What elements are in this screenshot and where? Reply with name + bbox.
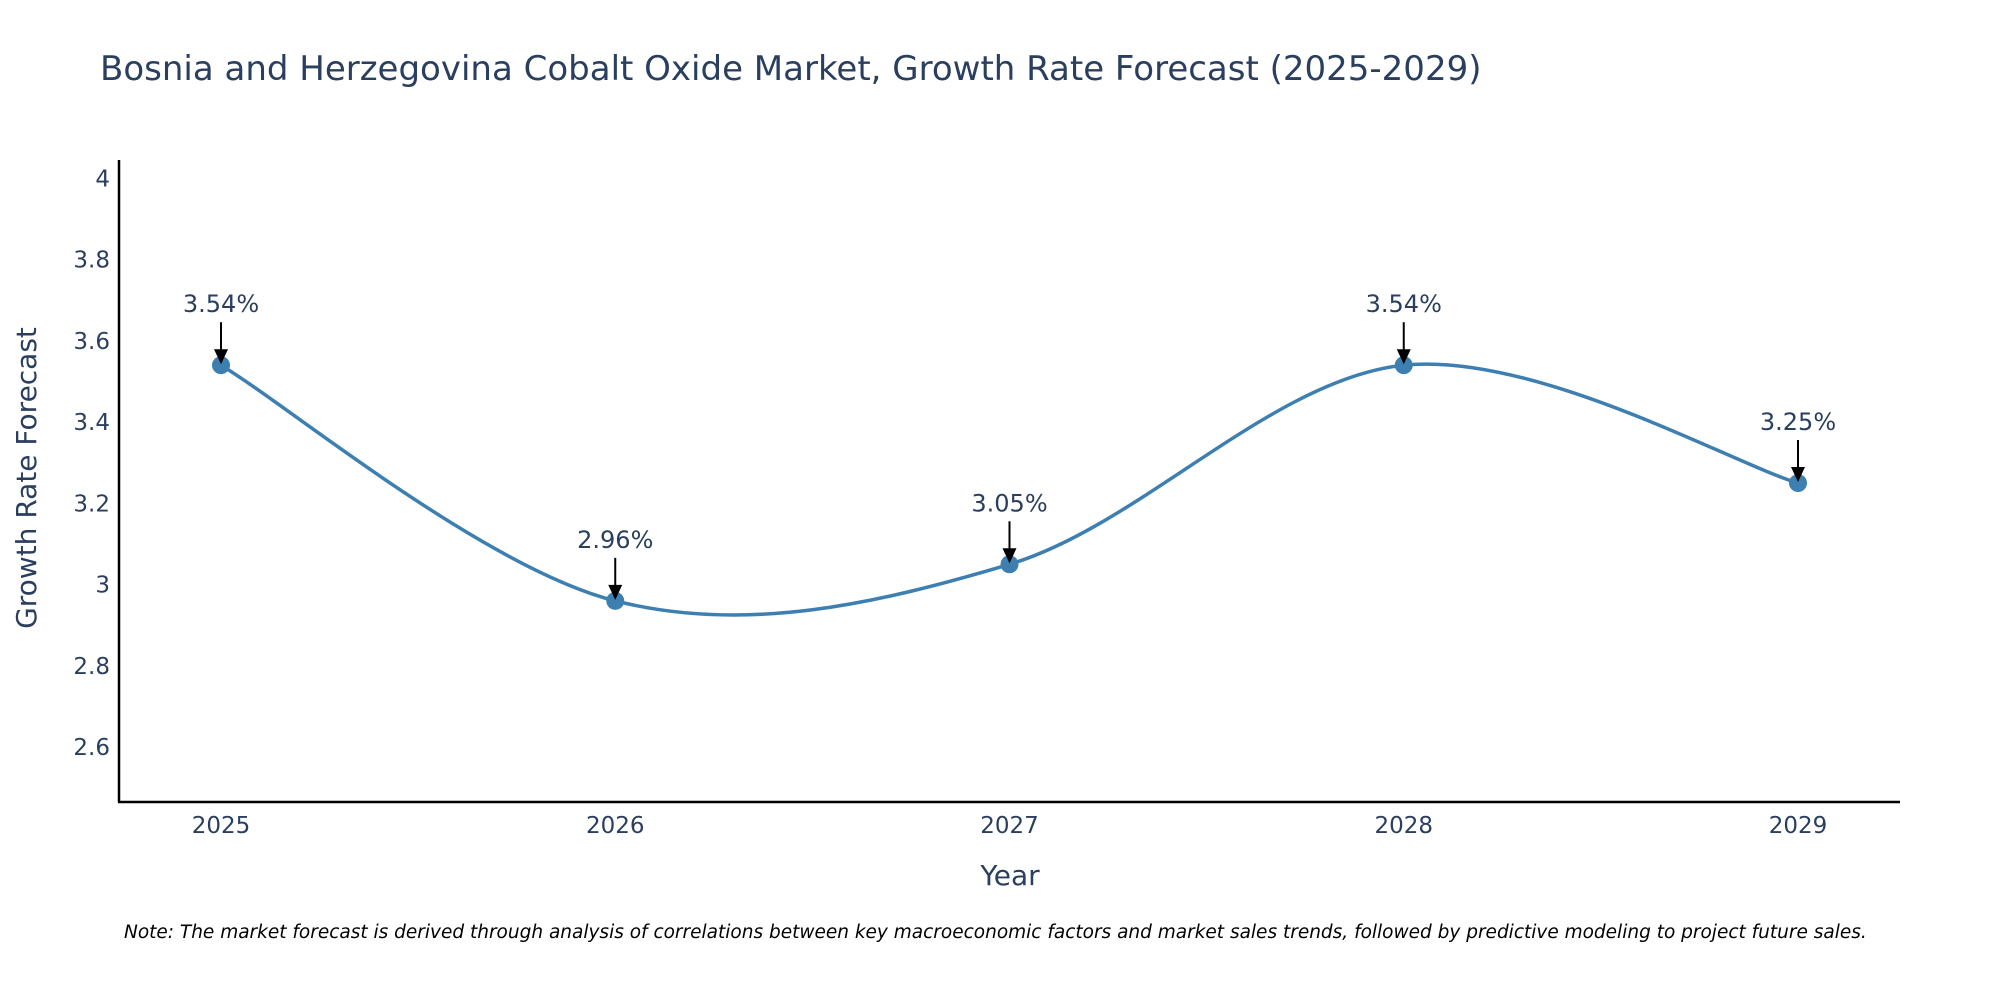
data-point — [1000, 555, 1019, 574]
data-label: 2.96% — [577, 526, 653, 554]
data-label: 3.05% — [971, 489, 1047, 517]
annotation-arrow-head — [1396, 349, 1411, 365]
y-tick-label: 4 — [95, 166, 110, 192]
annotation-arrow-head — [608, 584, 623, 600]
annotation-arrow-head — [1002, 548, 1017, 564]
y-tick-label: 3.6 — [73, 329, 110, 355]
data-label: 3.54% — [1366, 290, 1442, 318]
x-tick-label: 2028 — [1374, 813, 1433, 839]
data-point — [606, 591, 625, 610]
x-tick-label: 2025 — [192, 813, 251, 839]
annotation-arrow-head — [1791, 467, 1805, 483]
y-tick-label: 3.8 — [73, 248, 110, 274]
x-axis-title: Year — [979, 859, 1040, 892]
x-tick-label: 2029 — [1769, 813, 1828, 839]
data-point — [212, 356, 230, 375]
x-axis-ticks: 2025 2026 2027 2028 2029 — [192, 813, 1828, 839]
y-tick-label: 2.6 — [73, 735, 110, 761]
footnote: Note: The market forecast is derived thr… — [124, 922, 1867, 943]
x-tick-label: 2027 — [980, 813, 1039, 839]
y-axis-ticks: 2.6 2.8 3 3.2 3.4 3.6 3.8 4 — [73, 166, 110, 761]
y-axis-title: Growth Rate Forecast — [10, 327, 43, 629]
data-label: 3.54% — [183, 290, 259, 318]
data-label: 3.25% — [1760, 408, 1836, 436]
data-point — [1789, 474, 1807, 493]
y-tick-label: 3 — [95, 573, 110, 599]
data-point — [1394, 356, 1413, 375]
chart-title: Bosnia and Herzegovina Cobalt Oxide Mark… — [100, 49, 1481, 89]
y-tick-label: 2.8 — [73, 654, 110, 680]
data-markers — [212, 356, 1807, 610]
y-tick-label: 3.4 — [73, 410, 110, 436]
y-tick-label: 3.2 — [73, 491, 110, 517]
annotation-arrow-head — [214, 349, 228, 365]
x-tick-label: 2026 — [586, 813, 645, 839]
data-annotations: 3.54% 2.96% 3.05% 3.54% 3.25% — [183, 290, 1836, 600]
